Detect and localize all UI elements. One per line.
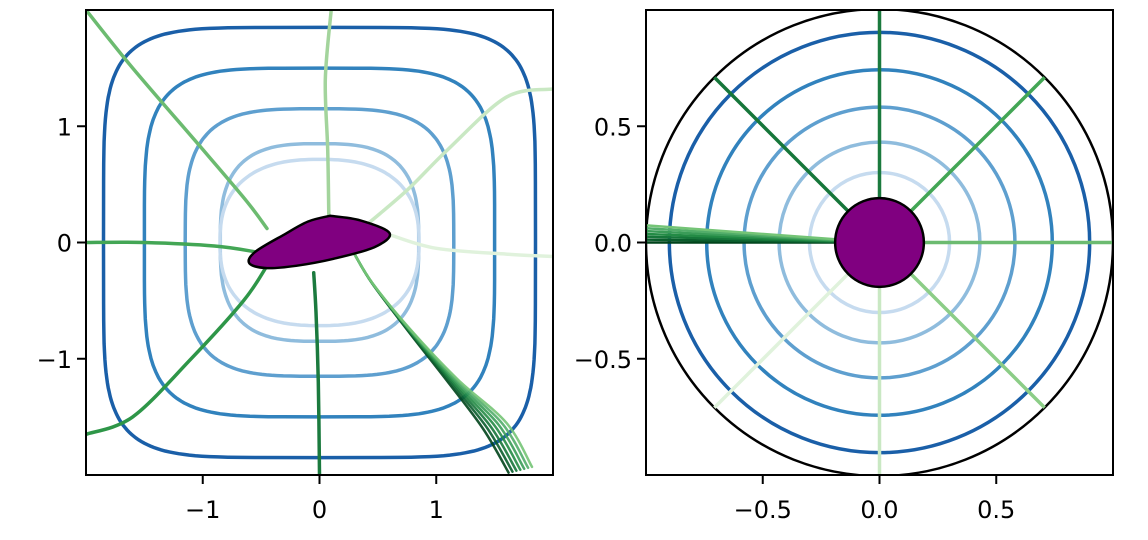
streamline-4	[323, 10, 333, 217]
y-tick-label-1: 0	[57, 230, 72, 258]
streamline-5	[364, 87, 553, 227]
x-tick-label-2: 1	[429, 496, 444, 524]
x-tick-label-1: 0.0	[860, 496, 898, 524]
streamline-2	[86, 240, 258, 254]
streamline-0	[311, 270, 322, 475]
contour-4	[218, 157, 421, 328]
y-tick-label-0: 1	[57, 113, 72, 141]
right-panel-unit-disk: −0.5 0.0 0.5 0.5 0.0 −0.5	[574, 9, 1114, 524]
y-tick-label-1: 0.0	[594, 230, 632, 258]
right-plot-area	[646, 10, 1113, 475]
airfoil-body	[247, 214, 392, 270]
streamline-6	[390, 233, 553, 259]
streamline-1	[86, 264, 269, 437]
central-disk	[833, 196, 926, 289]
left-panel-conformal-map: −1 0 1 1 0 −1	[37, 9, 554, 524]
x-tick-label-2: 0.5	[977, 496, 1015, 524]
x-tick-label-1: 0	[312, 496, 327, 524]
y-tick-label-2: −0.5	[574, 346, 632, 374]
fan-streamline-6	[353, 252, 534, 469]
streamline-3	[86, 10, 269, 231]
left-plot-area	[86, 10, 553, 475]
y-tick-label-2: −1	[37, 346, 72, 374]
x-tick-label-0: −1	[185, 496, 220, 524]
x-tick-label-0: −0.5	[734, 496, 792, 524]
y-tick-label-0: 0.5	[594, 113, 632, 141]
